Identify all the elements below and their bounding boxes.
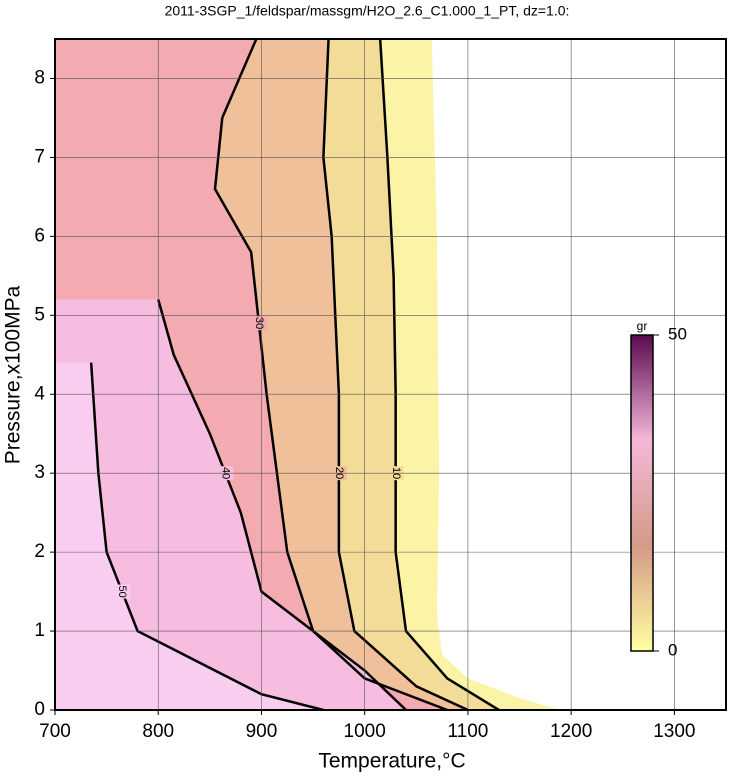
x-tick-label: 1100 (447, 721, 488, 742)
x-tick-label: 900 (246, 721, 278, 742)
y-tick-label: 7 (34, 146, 45, 167)
y-tick-label: 6 (34, 225, 45, 246)
contour-fill (55, 362, 324, 710)
y-tick-label: 8 (34, 67, 45, 88)
y-tick-label: 0 (34, 699, 45, 720)
colorbar-tick-label: 0 (668, 640, 677, 659)
chart-title: 2011-3SGP_1/feldspar/massgm/H2O_2.6_C1.0… (165, 3, 570, 19)
contour-fill (55, 299, 406, 710)
contour-label-bg (250, 316, 267, 331)
overlay: 700 800 900 1000 1100 1200 1300 0 1 2 3 4 5 6 7 8 gr 0 50 (34, 38, 727, 742)
x-tick-label: 800 (142, 721, 174, 742)
y-tick-label: 4 (34, 383, 45, 404)
x-tick-label: 1000 (344, 721, 386, 742)
colorbar (630, 334, 654, 652)
y-tick-label: 2 (34, 541, 45, 562)
x-tick-label: 700 (39, 721, 71, 742)
y-axis-label: Pressure,x100MPa (2, 285, 25, 464)
x-tick-label: 1300 (653, 721, 695, 742)
colorbar-label: gr (637, 319, 648, 333)
y-tick-label: 3 (34, 462, 45, 483)
x-axis-label: Temperature,°C (318, 750, 465, 773)
y-tick-label: 1 (34, 620, 45, 641)
colorbar-tick-label: 50 (668, 324, 687, 343)
plot-frame (54, 38, 727, 711)
contour-label: 50 (116, 585, 128, 597)
contour-label: 30 (253, 317, 265, 329)
x-tick-label: 1200 (550, 721, 592, 742)
contour-label-bg (114, 584, 131, 599)
y-tick-label: 5 (34, 304, 45, 325)
